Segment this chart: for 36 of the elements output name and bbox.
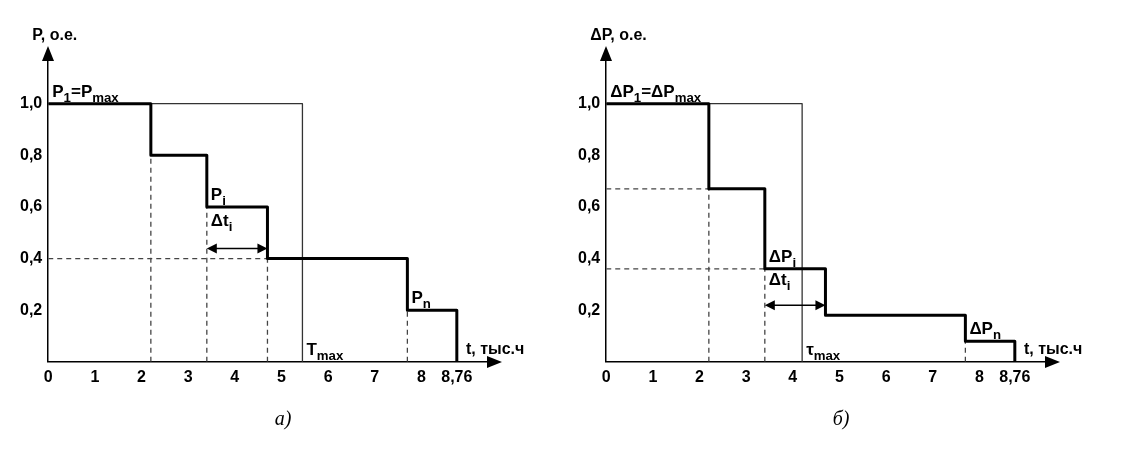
y-tick-label: 0,8 (577, 145, 601, 163)
x-tick-label: 5 (835, 367, 844, 385)
y-axis-title: ΔP, о.е. (590, 26, 647, 43)
x-tick-label: 2 (137, 367, 147, 385)
x-tick-label: 8,76 (999, 367, 1031, 385)
y-tick-label: 0,4 (19, 248, 43, 266)
y-tick-label: 0,6 (19, 197, 43, 215)
x-tick-label: 0 (601, 367, 611, 385)
x-tick-label: 4 (230, 367, 240, 385)
x-tick-label: 7 (928, 367, 938, 385)
y-tick-label: 1,0 (577, 94, 601, 112)
x-tick-label: 8 (416, 367, 426, 385)
x-tick-label: 5 (277, 367, 286, 385)
y-tick-label: 0,2 (19, 300, 43, 318)
x-tick-label: 3 (183, 367, 193, 385)
y-tick-label: 0,4 (577, 248, 601, 266)
y-tick-label: 0,2 (577, 300, 601, 318)
text: а) (273, 407, 293, 430)
x-tick-label: 1 (90, 367, 100, 385)
x-axis-title: t, тыс.ч (1024, 339, 1083, 357)
text: б) (831, 407, 851, 430)
x-tick-label: 8 (974, 367, 984, 385)
x-tick-label: 1 (648, 367, 658, 385)
y-tick-label: 0,8 (19, 145, 43, 163)
x-tick-label: 7 (370, 367, 380, 385)
x-tick-label: 2 (695, 367, 705, 385)
y-axis-title: P, о.е. (32, 26, 78, 43)
y-tick-label: 1,0 (19, 94, 43, 112)
x-tick-label: 0 (43, 367, 53, 385)
x-tick-label: 3 (741, 367, 751, 385)
y-tick-label: 0,6 (577, 197, 601, 215)
x-axis-title: t, тыс.ч (466, 339, 525, 357)
x-tick-label: 6 (323, 367, 333, 385)
x-tick-label: 4 (788, 367, 798, 385)
x-tick-label: 8,76 (441, 367, 473, 385)
x-tick-label: 6 (881, 367, 891, 385)
